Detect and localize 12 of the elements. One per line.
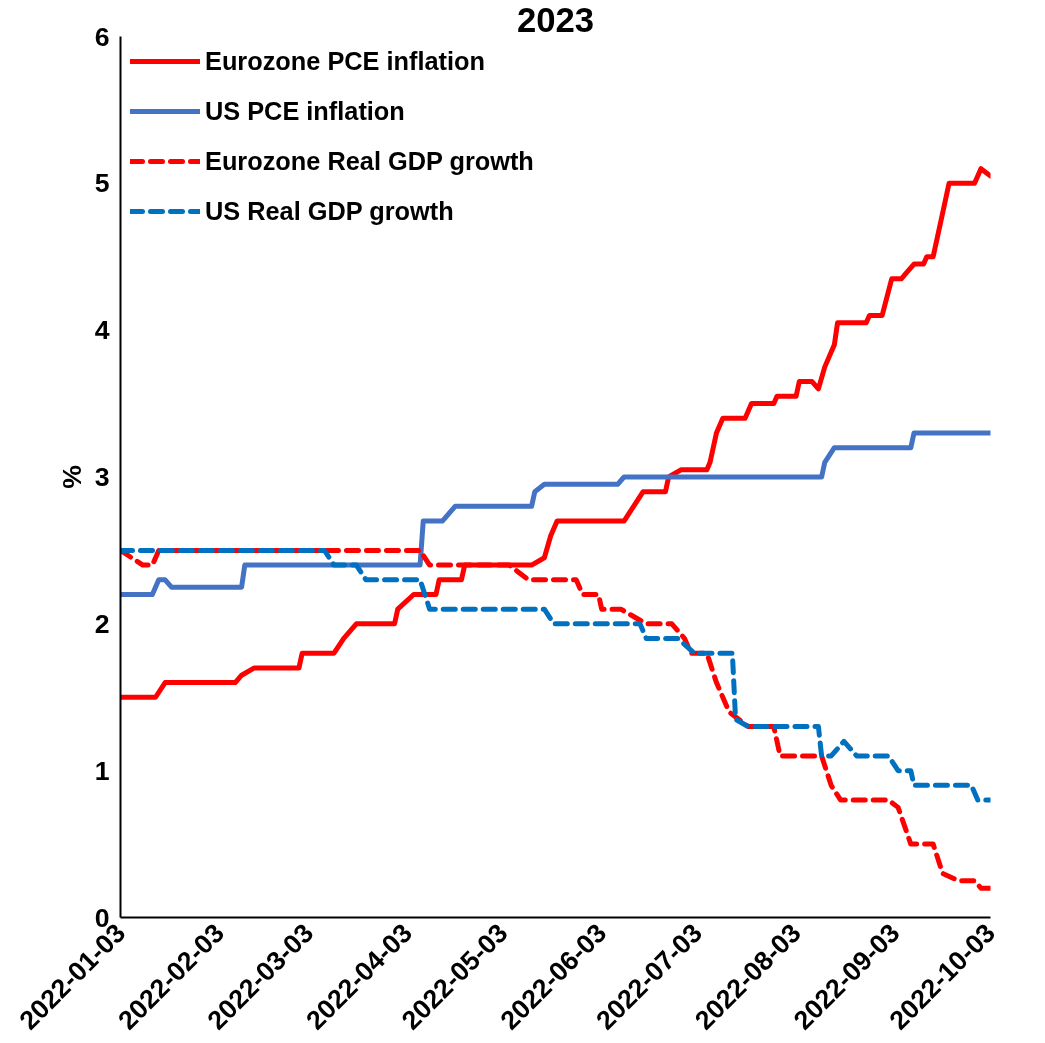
y-tick-label: 5: [94, 168, 110, 199]
y-tick-label: 3: [94, 462, 110, 492]
y-tick-label: 6: [94, 21, 110, 52]
chart-title: 2023: [516, 0, 595, 39]
y-axis-title: %: [56, 465, 87, 489]
y-tick-label: 1: [94, 755, 110, 786]
legend-label: Eurozone PCE inflation: [205, 46, 486, 76]
legend-label: US PCE inflation: [205, 96, 405, 126]
y-tick-label: 2: [94, 608, 110, 639]
legend-label: US Real GDP growth: [205, 196, 454, 226]
y-tick-label: 4: [94, 315, 110, 346]
legend-label: Eurozone Real GDP growth: [205, 146, 534, 176]
